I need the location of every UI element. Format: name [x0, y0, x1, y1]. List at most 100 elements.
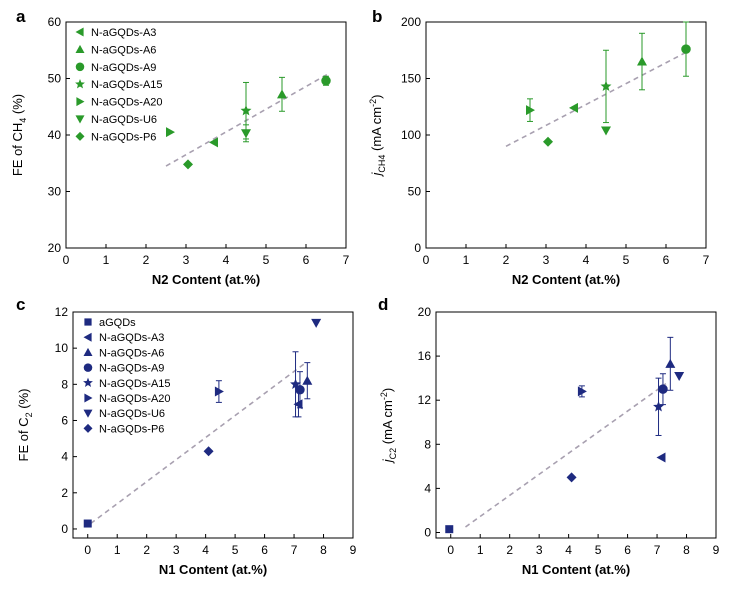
x-axis-label: N1 Content (at.%) [522, 562, 630, 577]
y-tick-label: 200 [401, 15, 421, 29]
legend-label: N-aGQDs-A20 [91, 97, 163, 109]
y-axis-label-sub: CH4 [377, 155, 387, 173]
x-tick-label: 4 [202, 543, 209, 557]
legend-marker [83, 377, 93, 387]
y-axis-label-sup: -2 [379, 392, 389, 400]
panel-label: d [378, 295, 388, 314]
y-axis-label-end: ) [380, 388, 395, 392]
y-axis-label-tail: (%) [16, 389, 31, 413]
legend-marker [83, 409, 93, 418]
x-tick-label: 0 [63, 253, 70, 267]
x-tick-label: 2 [143, 253, 150, 267]
y-tick-label: 30 [48, 185, 62, 199]
legend-label: N-aGQDs-A15 [99, 378, 171, 390]
x-tick-label: 0 [447, 543, 454, 557]
data-point-n-agqds-a9 [658, 384, 668, 394]
legend-marker [75, 115, 85, 124]
x-tick-label: 4 [565, 543, 572, 557]
x-tick-label: 1 [103, 253, 110, 267]
x-tick-label: 5 [263, 253, 270, 267]
y-axis-label-main: FE of CH [10, 123, 25, 176]
x-tick-label: 4 [583, 253, 590, 267]
y-tick-label: 50 [408, 185, 422, 199]
legend-marker [83, 423, 93, 433]
data-point-n-agqds-a20 [577, 386, 587, 397]
panel-label: a [16, 7, 26, 26]
legend-label: N-aGQDs-A3 [99, 332, 164, 344]
legend-label: N-aGQDs-P6 [91, 131, 156, 143]
legend-marker [83, 363, 93, 372]
plot-frame [72, 311, 354, 539]
y-tick-label: 100 [401, 128, 421, 142]
y-axis-label-end: ) [369, 95, 384, 99]
y-tick-label: 8 [61, 377, 68, 391]
legend-label: N-aGQDs-A6 [99, 347, 164, 359]
data-point-n-agqds-u6 [674, 371, 685, 381]
y-tick-label: 50 [48, 72, 62, 86]
legend: N-aGQDs-A3 N-aGQDs-A6 N-aGQDs-A9 N-aGQDs-A1… [75, 27, 163, 143]
data-point-n-agqds-a20 [214, 386, 224, 397]
y-tick-label: 12 [55, 305, 69, 319]
legend-marker [76, 97, 85, 107]
legend-label: N-aGQDs-A6 [91, 44, 156, 56]
data-point-n-agqds-a20 [526, 105, 535, 116]
legend-label: aGQDs [99, 317, 136, 329]
panel-a: a 0 1 2 3 4 5 6 7 20 30 40 50 60 N2 Content (at.%) FE o… [10, 7, 350, 287]
y-axis-label-sub: 2 [24, 412, 34, 417]
x-tick-label: 1 [114, 543, 121, 557]
x-tick-label: 5 [623, 253, 630, 267]
panel-label: b [372, 7, 382, 26]
y-axis-label: jCH4 (mA cm-2) [368, 95, 387, 178]
plot-frame [425, 21, 707, 249]
data-point-agqds [445, 525, 454, 534]
x-tick-label: 9 [350, 543, 357, 557]
data-point-n-agqds-a6 [277, 89, 287, 99]
data-point-n-agqds-a6 [665, 358, 676, 368]
y-tick-label: 12 [418, 393, 432, 407]
y-axis-label-main: j [369, 171, 384, 177]
legend: aGQDs N-aGQDs-A3 N-aGQDs-A6 N-aGQDs-A9 N-aGQ… [83, 317, 171, 435]
x-tick-label: 6 [624, 543, 631, 557]
data-point-agqds [83, 519, 92, 528]
data-point-n-agqds-a3 [569, 102, 578, 113]
x-tick-label: 1 [463, 253, 470, 267]
y-axis-label-tail: (%) [10, 94, 25, 118]
x-tick-label: 0 [84, 543, 91, 557]
data-point-n-agqds-u6 [241, 129, 251, 139]
panel-label: c [16, 295, 25, 314]
x-tick-label: 6 [663, 253, 670, 267]
y-axis-label-sub: C2 [388, 448, 398, 460]
trend-line [465, 383, 667, 528]
x-tick-label: 6 [261, 543, 268, 557]
data-point-n-agqds-a6 [302, 375, 313, 385]
legend-label: N-aGQDs-A20 [99, 393, 171, 405]
x-tick-label: 5 [595, 543, 602, 557]
x-axis-label: N2 Content (at.%) [152, 272, 260, 287]
y-tick-label: 0 [414, 241, 421, 255]
x-tick-label: 8 [683, 543, 690, 557]
data-point-n-agqds-a9 [321, 76, 331, 86]
y-tick-label: 4 [424, 481, 431, 495]
y-axis-label-tail: (mA cm [369, 107, 384, 155]
data-point-n-agqds-a9 [681, 44, 691, 54]
legend-label: N-aGQDs-P6 [99, 423, 164, 435]
y-tick-label: 2 [61, 486, 68, 500]
data-point-n-agqds-a15 [290, 378, 301, 389]
y-axis-label: FE of CH4 (%) [10, 94, 28, 176]
legend-label: N-aGQDs-A3 [91, 27, 156, 39]
y-axis-label-main: j [380, 458, 395, 464]
panel-b: b 0 1 2 3 4 5 6 7 0 50 100 150 200 N2 Content (at.%) jC… [368, 7, 710, 287]
trend-line [165, 72, 331, 167]
data-point-n-agqds-a15 [600, 80, 612, 92]
x-tick-label: 6 [303, 253, 310, 267]
y-tick-label: 150 [401, 72, 421, 86]
data-point-n-agqds-a15 [653, 401, 664, 412]
x-tick-label: 3 [543, 253, 550, 267]
legend-label: N-aGQDs-U6 [99, 408, 165, 420]
data-point-n-agqds-a6 [637, 56, 647, 66]
x-tick-label: 7 [654, 543, 661, 557]
x-tick-label: 0 [423, 253, 430, 267]
data-point-n-agqds-a3 [209, 137, 218, 148]
